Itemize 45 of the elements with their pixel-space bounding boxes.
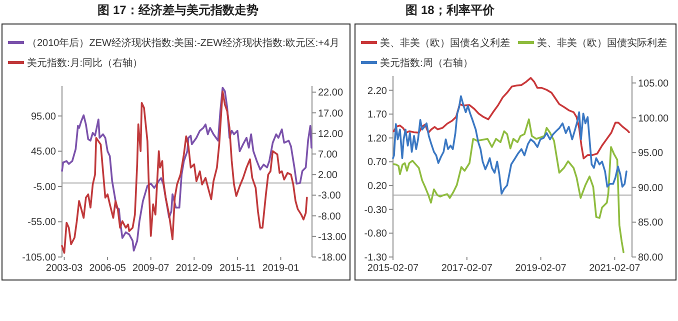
y-tick-label: -55.00 xyxy=(28,217,56,228)
y2-tick-label: 12.00 xyxy=(318,128,344,140)
y-tick-label: 95.00 xyxy=(30,111,56,122)
y2-tick-label: 7.00 xyxy=(318,149,338,160)
y2-tick-label: 95.00 xyxy=(638,148,664,160)
x-tick-label: 2009-07 xyxy=(132,263,170,274)
y2-tick-label: 17.00 xyxy=(318,108,344,120)
y-tick-label: -5.00 xyxy=(33,182,56,193)
y2-tick-label: -3.00 xyxy=(318,190,342,202)
y2-tick-label: -8.00 xyxy=(318,211,342,222)
y-tick-label: -0.80 xyxy=(364,228,388,240)
y2-tick-label: -13.00 xyxy=(318,232,347,243)
y-tick-label: -0.30 xyxy=(364,204,388,216)
chart-title: 图 17：经济差与美元指数走势 xyxy=(98,3,258,17)
y2-tick-label: 100.00 xyxy=(638,113,670,124)
y2-tick-label: 105.00 xyxy=(638,78,670,90)
legend-label: 美、非美（欧）国债实际利差 xyxy=(537,37,667,49)
legend-label: 美元指数:月:同比（右轴） xyxy=(27,57,143,69)
y-tick-label: -105.00 xyxy=(22,252,56,264)
x-tick-label: 2017-02-07 xyxy=(441,263,493,274)
x-tick-label: 2015-11 xyxy=(219,263,256,274)
legend-label: 美元指数:周（右轴） xyxy=(380,57,473,69)
legend-label: 美、非美（欧）国债名义利差 xyxy=(380,37,510,49)
y2-tick-label: -18.00 xyxy=(318,252,347,264)
y-tick-label: 1.70 xyxy=(368,110,388,121)
x-tick-label: 2003-03 xyxy=(46,263,84,274)
x-tick-label: 2006-05 xyxy=(89,263,126,274)
y2-tick-label: 85.00 xyxy=(638,218,664,229)
y-tick-label: 2.20 xyxy=(368,86,388,97)
y2-tick-label: 22.00 xyxy=(318,88,344,99)
x-tick-label: 2021-02-07 xyxy=(589,263,641,274)
y2-tick-label: 2.00 xyxy=(318,170,338,182)
y-tick-label: 45.00 xyxy=(30,146,56,158)
y-tick-label: 0.70 xyxy=(368,157,388,168)
y2-tick-label: 80.00 xyxy=(638,252,664,264)
y-tick-label: 1.20 xyxy=(368,133,388,144)
x-tick-label: 2012-09 xyxy=(176,263,213,274)
x-tick-label: 2019-02-07 xyxy=(515,263,567,274)
x-tick-label: 2019-01 xyxy=(262,263,300,274)
x-tick-label: 2015-02-07 xyxy=(367,263,420,274)
chart-title: 图 18；利率平价 xyxy=(406,3,496,17)
y2-tick-label: 90.00 xyxy=(638,182,664,194)
y-tick-label: -1.30 xyxy=(364,252,388,264)
y-tick-label: 0.20 xyxy=(368,181,388,192)
legend-label: （2010年后）ZEW经济现状指数:美国:-ZEW经济现状指数:欧元区:+4月 xyxy=(27,37,340,49)
